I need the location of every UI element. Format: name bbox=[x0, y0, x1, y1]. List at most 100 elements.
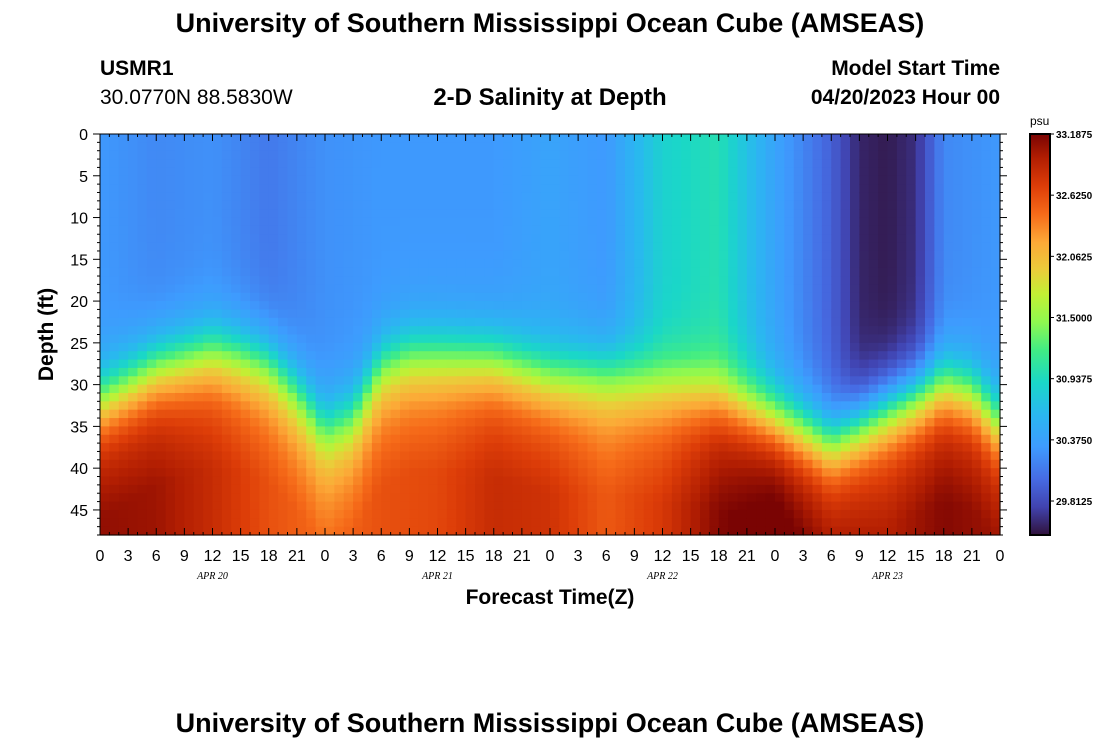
heat-cell bbox=[990, 334, 1001, 344]
heat-cell bbox=[362, 476, 373, 486]
heat-cell bbox=[915, 284, 926, 294]
heat-cell bbox=[746, 134, 757, 143]
heat-cell bbox=[737, 476, 748, 486]
heat-cell bbox=[250, 359, 260, 369]
heat-cell bbox=[268, 459, 279, 469]
heat-cell bbox=[437, 434, 448, 444]
heat-cell bbox=[165, 142, 176, 152]
heat-cell bbox=[118, 484, 129, 494]
heat-cell bbox=[343, 351, 354, 361]
heat-cell bbox=[568, 142, 579, 152]
heat-cell bbox=[634, 184, 645, 194]
heat-cell bbox=[840, 518, 851, 528]
heat-cell bbox=[531, 150, 542, 160]
heat-cell bbox=[850, 484, 860, 494]
heat-cell bbox=[221, 317, 232, 327]
heat-cell bbox=[634, 367, 645, 377]
heat-cell bbox=[803, 259, 814, 269]
heat-cell bbox=[793, 509, 804, 519]
heat-cell bbox=[484, 459, 495, 469]
heat-cell bbox=[850, 493, 860, 503]
heat-cell bbox=[315, 451, 326, 461]
heat-cell bbox=[165, 317, 176, 327]
heat-cell bbox=[521, 443, 532, 453]
heat-cell bbox=[503, 468, 514, 478]
heat-cell bbox=[287, 509, 298, 519]
heat-cell bbox=[240, 376, 251, 386]
heat-cell bbox=[193, 326, 204, 336]
heat-cell bbox=[934, 401, 945, 411]
heat-cell bbox=[203, 443, 214, 453]
heat-cell bbox=[137, 342, 148, 352]
heat-cell bbox=[568, 242, 579, 252]
heat-cell bbox=[634, 409, 645, 419]
colorbar-label: 29.8125 bbox=[1056, 497, 1093, 508]
heat-cell bbox=[531, 276, 542, 285]
heat-cell bbox=[803, 217, 814, 227]
heat-cell bbox=[925, 200, 935, 210]
heat-cell bbox=[193, 259, 204, 269]
heat-cell bbox=[821, 367, 832, 377]
heat-cell bbox=[334, 234, 345, 244]
heat-cell bbox=[371, 443, 382, 453]
heat-cell bbox=[231, 242, 242, 252]
heat-cell bbox=[343, 150, 354, 160]
date-label: APR 22 bbox=[646, 571, 678, 582]
heat-cell bbox=[896, 200, 907, 210]
heat-cell bbox=[503, 418, 514, 427]
heat-cell bbox=[653, 267, 664, 277]
heat-cell bbox=[681, 317, 692, 327]
heat-cell bbox=[118, 434, 129, 444]
heat-cell bbox=[746, 493, 757, 503]
heat-cell bbox=[803, 351, 814, 361]
heat-cell bbox=[521, 167, 532, 177]
heat-cell bbox=[353, 443, 364, 453]
heat-cell bbox=[203, 367, 214, 377]
heat-cell bbox=[428, 484, 439, 494]
heat-cell bbox=[109, 426, 120, 436]
heat-cell bbox=[831, 209, 842, 219]
heat-cell bbox=[878, 376, 889, 386]
heat-cell bbox=[109, 142, 120, 152]
heat-cell bbox=[306, 292, 317, 302]
heat-cell bbox=[606, 309, 617, 319]
heat-cell bbox=[296, 284, 307, 294]
heat-cell bbox=[690, 367, 701, 377]
heat-cell bbox=[428, 217, 439, 227]
heat-cell bbox=[456, 267, 467, 277]
heat-cell bbox=[906, 359, 917, 369]
heat-cell bbox=[728, 134, 739, 143]
heat-cell bbox=[587, 334, 598, 344]
heat-cell bbox=[465, 225, 476, 235]
heat-cell bbox=[381, 292, 392, 302]
heat-cell bbox=[981, 476, 992, 486]
heat-cell bbox=[681, 150, 692, 160]
heat-cell bbox=[325, 184, 335, 194]
heat-cell bbox=[118, 493, 129, 503]
heat-cell bbox=[371, 359, 382, 369]
heat-cell bbox=[428, 292, 439, 302]
heat-cell bbox=[568, 167, 579, 177]
heat-cell bbox=[287, 451, 298, 461]
heat-cell bbox=[503, 367, 514, 377]
heat-cell bbox=[296, 468, 307, 478]
heat-cell bbox=[100, 234, 110, 244]
heat-cell bbox=[418, 234, 429, 244]
heat-cell bbox=[625, 468, 635, 478]
heat-cell bbox=[793, 409, 804, 419]
heat-cell bbox=[137, 276, 148, 285]
heat-cell bbox=[287, 167, 298, 177]
heat-cell bbox=[568, 326, 579, 336]
heat-cell bbox=[821, 451, 832, 461]
heat-cell bbox=[700, 284, 710, 294]
heat-cell bbox=[221, 334, 232, 344]
heat-cell bbox=[531, 468, 542, 478]
heat-cell bbox=[409, 175, 420, 185]
heat-cell bbox=[615, 225, 626, 235]
heat-cell bbox=[737, 418, 748, 427]
heat-cell bbox=[906, 200, 917, 210]
heat-cell bbox=[503, 209, 514, 219]
heat-cell bbox=[456, 518, 467, 528]
heat-cell bbox=[850, 359, 860, 369]
heat-cell bbox=[971, 443, 982, 453]
